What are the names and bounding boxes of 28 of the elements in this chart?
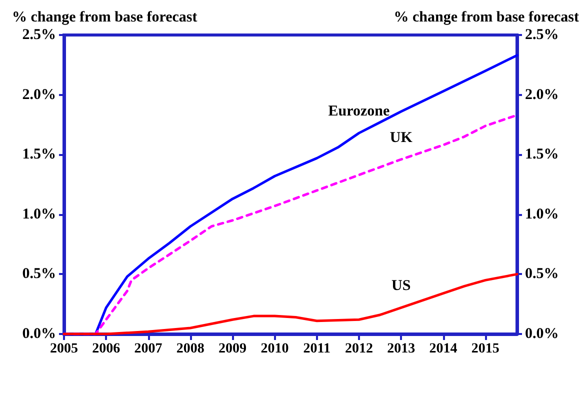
- y-axis-title: % change from base forecast: [12, 10, 198, 26]
- y-tick-label: 0.5%: [22, 266, 56, 282]
- y-tick-label: 1.0%: [22, 206, 56, 222]
- y2-tick-label: 2.0%: [525, 86, 559, 103]
- y2-tick-label: 0.5%: [525, 266, 559, 282]
- series-label: US: [392, 278, 411, 294]
- x-tick-label: 2015: [471, 342, 500, 356]
- x-tick-label: 2014: [429, 342, 458, 356]
- x-tick-label: 2007: [134, 342, 162, 356]
- x-tick-label: 2008: [176, 342, 204, 356]
- x-tick-label: 2010: [260, 342, 289, 356]
- y-tick-label: 0.0%: [22, 326, 56, 342]
- series-label: Eurozone: [328, 104, 390, 120]
- series-label: UK: [390, 130, 413, 146]
- y-tick-label: 1.5%: [22, 146, 56, 163]
- x-tick-label: 2005: [50, 342, 78, 356]
- y2-tick-label: 0.0%: [525, 326, 559, 342]
- y2-tick-label: 2.5%: [525, 27, 559, 43]
- x-tick-label: 2013: [387, 342, 416, 356]
- y2-tick-label: 1.5%: [525, 146, 559, 163]
- y2-axis-title: % change from base forecast: [394, 10, 579, 26]
- x-tick-label: 2012: [344, 342, 373, 356]
- y-tick-label: 2.0%: [22, 86, 56, 103]
- x-tick-label: 2011: [303, 342, 330, 356]
- x-tick-label: 2006: [92, 342, 120, 356]
- y-tick-label: 2.5%: [22, 27, 56, 43]
- y2-tick-label: 1.0%: [525, 206, 559, 222]
- x-tick-label: 2009: [218, 342, 247, 356]
